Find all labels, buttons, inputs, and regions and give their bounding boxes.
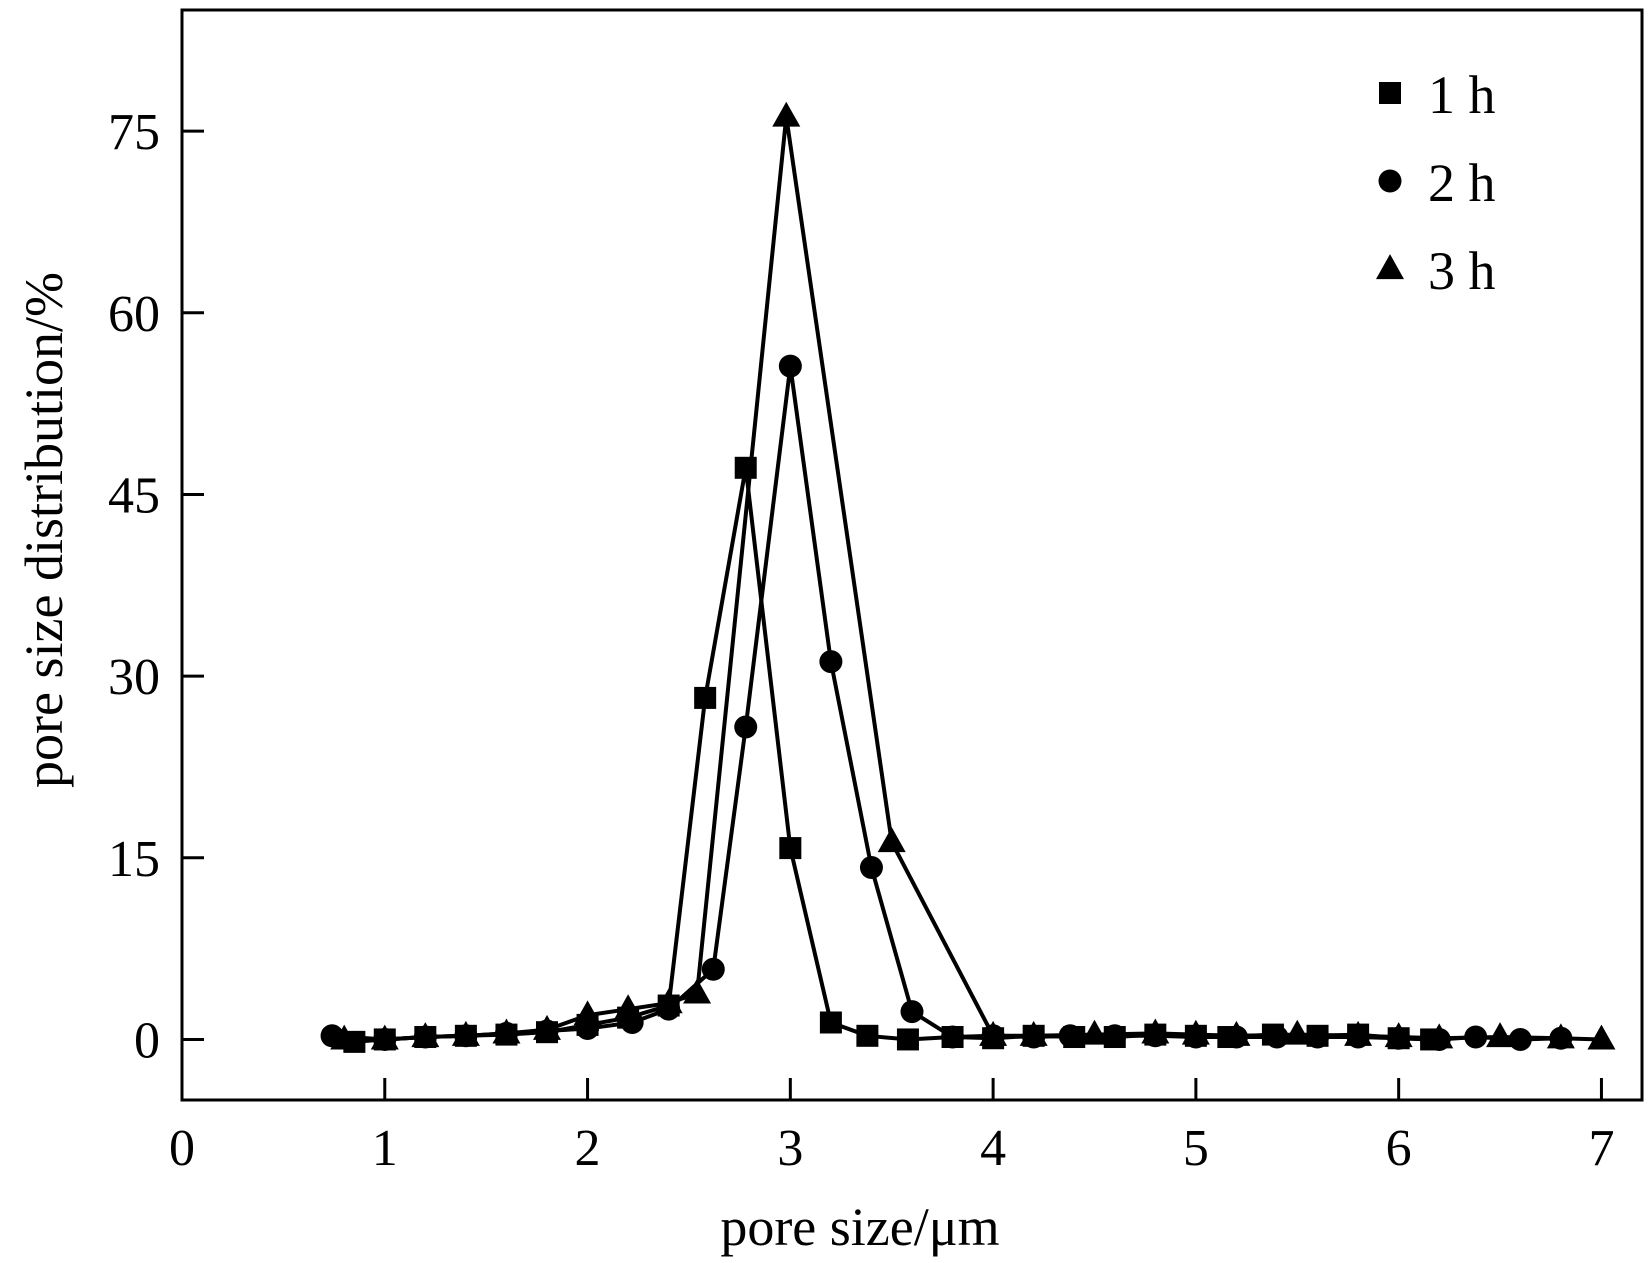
data-point xyxy=(979,1020,1008,1046)
y-tick-label: 30 xyxy=(108,649,160,706)
data-point xyxy=(1508,1027,1532,1051)
data-point xyxy=(819,650,843,674)
data-point xyxy=(1181,1019,1210,1045)
data-point xyxy=(1080,1019,1109,1045)
y-axis-title: pore size distribution/% xyxy=(14,272,74,788)
x-tick-label: 3 xyxy=(777,1120,803,1177)
data-point xyxy=(734,715,758,739)
series-line xyxy=(354,465,1432,1044)
data-point xyxy=(1384,1022,1413,1048)
series-square xyxy=(343,456,1443,1053)
y-tick-label: 45 xyxy=(108,467,160,524)
series-line xyxy=(344,114,1602,1042)
data-point xyxy=(614,994,643,1020)
legend-marker xyxy=(1376,254,1404,280)
data-point xyxy=(492,1018,521,1044)
data-point xyxy=(330,1024,359,1050)
data-point xyxy=(1019,1020,1048,1046)
y-tick-label: 60 xyxy=(108,286,160,343)
data-point xyxy=(778,354,802,378)
data-point xyxy=(734,456,757,479)
data-point xyxy=(772,101,801,127)
data-point xyxy=(694,686,717,709)
y-tick-label: 0 xyxy=(134,1012,160,1069)
x-tick-label: 1 xyxy=(372,1120,398,1177)
data-point xyxy=(411,1022,440,1048)
plot-frame xyxy=(180,8,1644,1102)
data-point xyxy=(1306,1025,1330,1049)
data-point xyxy=(1587,1024,1616,1050)
legend-label: 3 h xyxy=(1428,241,1496,301)
data-point xyxy=(533,1014,561,1040)
y-tick-label: 15 xyxy=(108,831,160,888)
data-point xyxy=(1283,1019,1312,1045)
data-point xyxy=(701,957,725,981)
data-point xyxy=(1141,1018,1170,1044)
data-point xyxy=(859,855,883,879)
data-point xyxy=(1344,1020,1373,1046)
x-tick-label: 0 xyxy=(169,1120,195,1177)
data-point xyxy=(1546,1023,1575,1049)
series-triangle xyxy=(330,101,1616,1050)
legend-label: 2 h xyxy=(1428,153,1496,213)
data-point xyxy=(941,1025,965,1049)
data-point xyxy=(1222,1020,1251,1046)
series-layer xyxy=(320,101,1616,1053)
data-point xyxy=(779,837,802,860)
data-point xyxy=(654,988,683,1014)
data-point xyxy=(1486,1022,1515,1048)
x-axis-title: pore size/μm xyxy=(720,1197,999,1257)
data-point xyxy=(877,827,906,853)
data-point xyxy=(1425,1023,1454,1049)
data-point xyxy=(896,1028,919,1051)
legend-marker xyxy=(1379,82,1401,104)
x-tick-label: 4 xyxy=(980,1120,1006,1177)
data-point xyxy=(451,1020,480,1046)
legend-label: 1 h xyxy=(1428,65,1496,125)
data-point xyxy=(856,1024,879,1047)
y-tick-label: 75 xyxy=(108,104,160,161)
data-point xyxy=(900,1000,924,1024)
data-point xyxy=(573,1000,602,1026)
series-line xyxy=(331,364,1561,1042)
data-point xyxy=(683,978,712,1004)
data-point xyxy=(1265,1025,1289,1049)
x-tick-label: 7 xyxy=(1588,1120,1614,1177)
x-tick-label: 2 xyxy=(575,1120,601,1177)
legend: 1 h 2 h 3 h xyxy=(1376,65,1496,301)
data-point xyxy=(370,1024,399,1050)
data-point xyxy=(819,1011,842,1034)
x-tick-label: 5 xyxy=(1183,1120,1209,1177)
legend-marker xyxy=(1378,169,1402,193)
x-tick-label: 6 xyxy=(1386,1120,1412,1177)
